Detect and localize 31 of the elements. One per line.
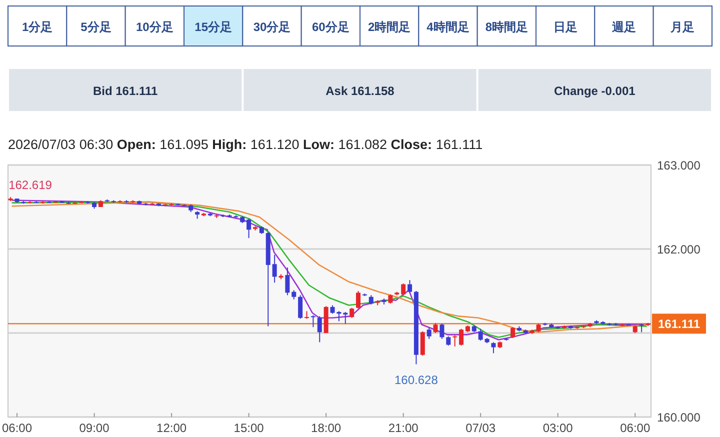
button: 1分足 [8, 6, 68, 46]
x-tick-label: 09:00 [79, 421, 110, 435]
button: 60分足 [300, 6, 360, 46]
x-tick-label: 21:00 [388, 421, 419, 435]
x-tick-label: 15:00 [234, 421, 264, 435]
y-tick-label: 162.000 [657, 242, 701, 256]
x-tick-label: 07/03 [466, 421, 496, 435]
chart-title: 2026/07/03 06:30 Open: 161.095 High: 161.120 Low: 161.082 Close: 161.111 [8, 137, 483, 152]
button: 月足 [652, 6, 712, 46]
annotation: 162.619 [8, 178, 52, 192]
button: 日足 [536, 6, 596, 46]
button: 10分足 [124, 6, 184, 46]
button: 8時間足 [476, 6, 536, 46]
ref-line-label: 161.111 [658, 317, 700, 332]
x-tick-label: 06:00 [620, 421, 650, 435]
info-box: Bid 161.111 [9, 69, 242, 111]
annotation: 160.628 [394, 373, 438, 388]
x-tick-label: 12:00 [156, 421, 187, 435]
button: 4時間足 [418, 6, 478, 46]
x-tick-label: 06:00 [2, 421, 32, 435]
x-tick-label: 18:00 [311, 421, 342, 435]
info-box: Change -0.001 [478, 69, 711, 111]
y-tick-label: 163.000 [657, 158, 701, 172]
button: 2時間足 [360, 6, 420, 46]
button: 30分足 [242, 6, 302, 46]
y-tick-label: 160.000 [657, 410, 701, 424]
button: 週足 [594, 6, 654, 46]
button: 15分足 [184, 6, 244, 46]
button: 5分足 [66, 6, 126, 46]
info-box: Ask 161.158 [244, 69, 476, 111]
x-tick-label: 03:00 [542, 421, 574, 435]
